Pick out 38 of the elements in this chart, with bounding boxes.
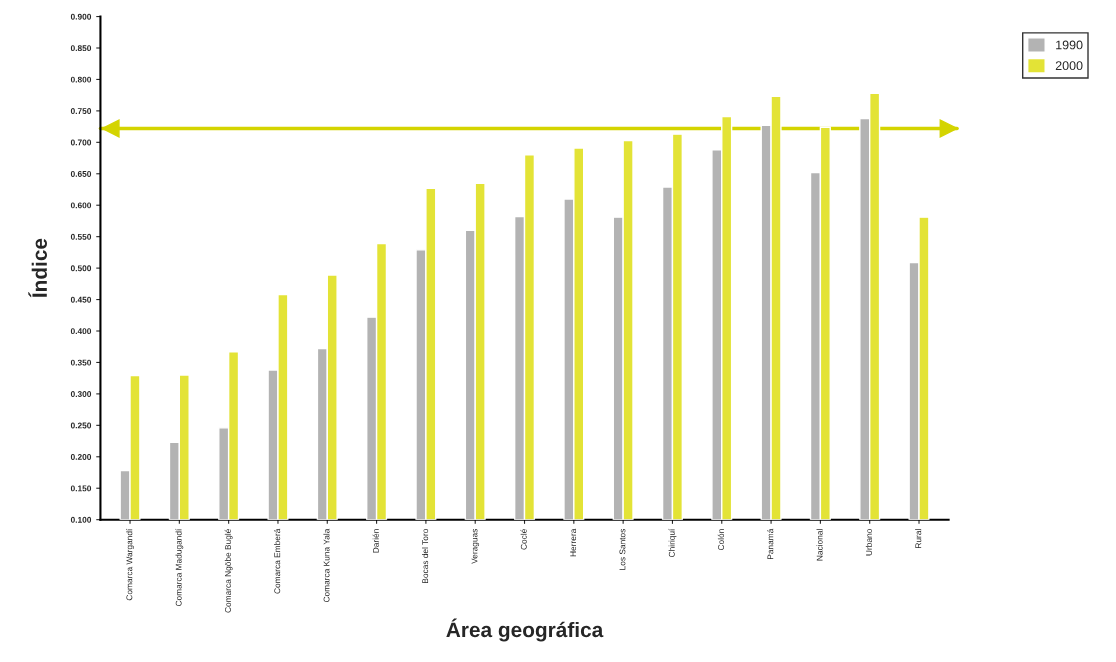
x-tick-label: Darién [372, 529, 379, 553]
y-tick-label: 0.300 [70, 391, 92, 397]
x-tick-label: Comarca Kuna Yala [323, 528, 330, 603]
x-tick-label: Comarca Ngöbe Buglé [224, 529, 233, 613]
y-tick-label: 0.500 [70, 265, 92, 272]
y-tick-label: 0.250 [70, 422, 92, 429]
x-tick-label: Urbano [865, 529, 872, 556]
x-tick-label: Chiriquí [668, 528, 677, 557]
x-tick-label: Panamá [767, 528, 774, 560]
y-tick-label: 0.200 [70, 453, 92, 460]
y-tick-label: 0.150 [70, 485, 92, 492]
x-tick-label: Rural [915, 529, 922, 548]
y-tick-label: 0.100 [70, 516, 92, 523]
y-tick-label: 0.600 [70, 202, 92, 209]
x-tick-label: Comarca Madugandí [175, 528, 184, 607]
y-tick-label: 0.850 [70, 45, 92, 52]
x-tick-label: Veraguas [471, 529, 480, 564]
y-tick-label: 0.750 [70, 108, 92, 114]
y-tick-label: 0.400 [70, 328, 92, 335]
y-tick-label: 0.450 [70, 296, 92, 303]
x-tick-label: Nacional [816, 529, 823, 561]
x-tick-label: Comarca Emberá [273, 528, 281, 594]
y-axis-title: Índice [28, 238, 47, 298]
x-tick-label: Coclé [520, 529, 527, 550]
y-tick-label: 0.800 [70, 76, 92, 83]
x-tick-label: Herrera [570, 528, 577, 557]
x-tick-label: Bocas del Toro [422, 529, 429, 583]
x-tick-label: Los Santos [619, 529, 626, 570]
x-axis-title: Área geográfica [446, 618, 604, 642]
y-tick-label: 0.650 [70, 170, 92, 177]
x-tick-label: Colón [717, 529, 724, 551]
x-tick-label: Comarca Wargandí [126, 528, 134, 601]
y-tick-label: 0.900 [70, 13, 92, 20]
y-tick-label: 0.550 [70, 233, 92, 240]
legend-label: 1990 [1056, 40, 1083, 50]
y-tick-label: 0.700 [70, 139, 92, 146]
legend-label: 2000 [1055, 61, 1083, 71]
y-tick-label: 0.350 [70, 359, 92, 366]
